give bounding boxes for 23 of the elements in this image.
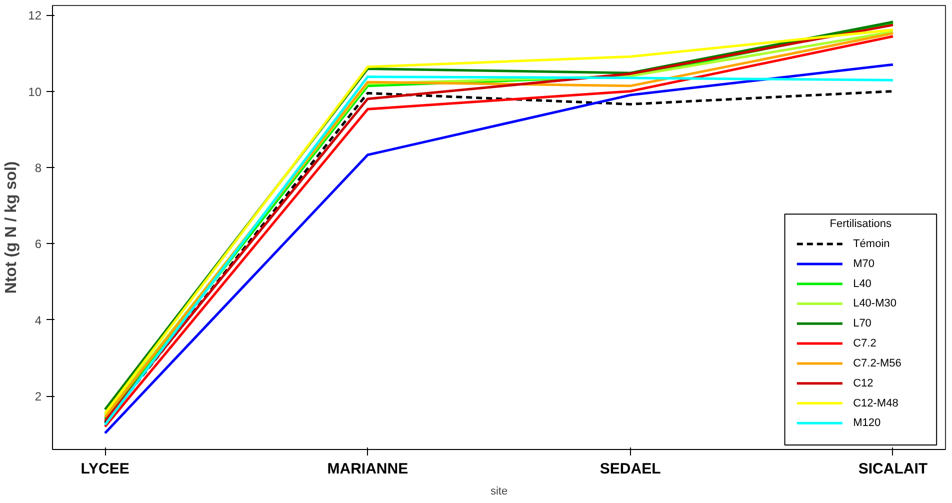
y-tick-label: 10 bbox=[28, 84, 42, 99]
legend-label: L40-M30 bbox=[853, 298, 896, 310]
legend-label: C12 bbox=[853, 377, 874, 390]
x-tick-label: LYCEE bbox=[80, 460, 130, 478]
legend-label: C12-M48 bbox=[853, 397, 898, 410]
legend-label: M120 bbox=[853, 417, 881, 430]
legend-label: L40 bbox=[853, 278, 872, 290]
x-axis-title: site bbox=[490, 486, 508, 498]
y-tick-label: 8 bbox=[34, 160, 42, 175]
x-tick-label: SICALAIT bbox=[858, 460, 928, 478]
legend-label: C7.2 bbox=[853, 338, 876, 350]
legend-label: M70 bbox=[853, 258, 874, 270]
legend-title: Fertilisations bbox=[830, 218, 892, 230]
y-tick-label: 2 bbox=[34, 390, 42, 404]
legend-label: L70 bbox=[853, 318, 872, 330]
legend-label: C7.2-M56 bbox=[853, 357, 902, 370]
y-axis-title: Ntot (g N / kg sol) bbox=[3, 161, 20, 294]
y-tick-label: 12 bbox=[28, 8, 42, 23]
y-tick-label: 6 bbox=[34, 237, 42, 252]
y-tick-label: 4 bbox=[34, 313, 42, 328]
x-tick-label: MARIANNE bbox=[327, 460, 408, 478]
legend-label: Témoin bbox=[853, 238, 890, 250]
x-tick-label: SEDAEL bbox=[600, 460, 661, 478]
